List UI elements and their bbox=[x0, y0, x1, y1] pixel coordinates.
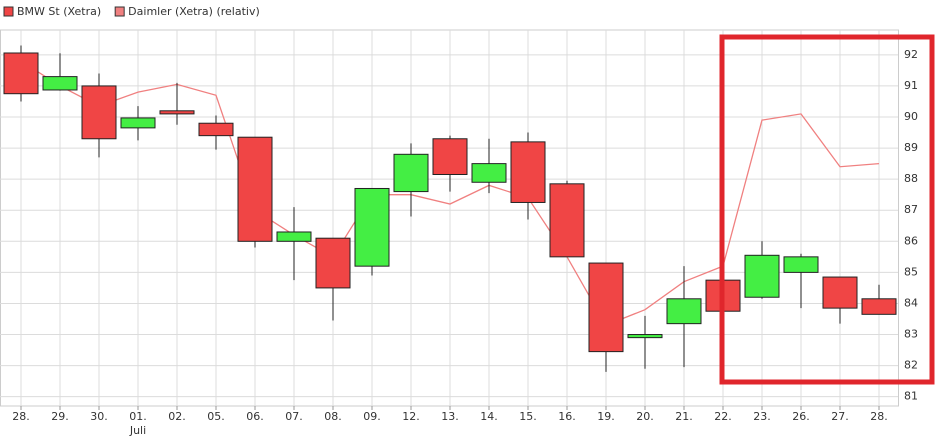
candle-body bbox=[237, 136, 273, 242]
x-tick-label: 22. bbox=[714, 410, 732, 423]
candle-body bbox=[861, 298, 897, 315]
x-tick-label: 23. bbox=[753, 410, 771, 423]
candle-body bbox=[120, 117, 156, 129]
x-tick-label: 05. bbox=[207, 410, 225, 423]
x-tick-label: 08. bbox=[324, 410, 342, 423]
candle-body bbox=[471, 163, 507, 183]
y-tick-label: 84 bbox=[904, 296, 918, 309]
y-tick-label: 91 bbox=[904, 79, 918, 92]
candle-body bbox=[627, 334, 663, 339]
x-tick-label: 16. bbox=[558, 410, 576, 423]
x-tick-label: 26. bbox=[792, 410, 810, 423]
x-tick-label: 29. bbox=[51, 410, 69, 423]
x-tick-label: 28. bbox=[870, 410, 888, 423]
x-sublabel: Juli bbox=[129, 424, 146, 437]
x-tick-label: 30. bbox=[90, 410, 108, 423]
y-tick-label: 89 bbox=[904, 141, 918, 154]
candle-body bbox=[315, 237, 351, 289]
y-tick-label: 86 bbox=[904, 234, 918, 247]
x-tick-label: 14. bbox=[480, 410, 498, 423]
x-tick-label: 19. bbox=[597, 410, 615, 423]
legend-swatch bbox=[114, 6, 125, 17]
legend-swatch bbox=[3, 6, 14, 17]
x-tick-label: 20. bbox=[636, 410, 654, 423]
candle-body bbox=[198, 122, 234, 137]
x-tick-label: 02. bbox=[168, 410, 186, 423]
x-tick-label: 15. bbox=[519, 410, 537, 423]
x-tick-label: 12. bbox=[402, 410, 420, 423]
legend-label: BMW St (Xetra) bbox=[17, 5, 101, 18]
y-tick-label: 87 bbox=[904, 203, 918, 216]
candle-body bbox=[354, 187, 390, 267]
candle-body bbox=[549, 183, 585, 258]
x-tick-label: 28. bbox=[12, 410, 30, 423]
line-series bbox=[20, 60, 880, 327]
y-tick-label: 81 bbox=[904, 390, 918, 403]
candle-body bbox=[42, 76, 78, 91]
legend-label: Daimler (Xetra) (relativ) bbox=[128, 5, 260, 18]
candle-body bbox=[510, 141, 546, 203]
x-tick-label: 07. bbox=[285, 410, 303, 423]
candle-body bbox=[666, 298, 702, 325]
x-tick-label: 27. bbox=[831, 410, 849, 423]
highlight-box bbox=[719, 34, 935, 385]
x-tick-label: 06. bbox=[246, 410, 264, 423]
x-tick-label: 09. bbox=[363, 410, 381, 423]
candle-body bbox=[783, 256, 819, 273]
y-tick-label: 85 bbox=[904, 265, 918, 278]
candle-body bbox=[744, 254, 780, 298]
y-tick-label: 90 bbox=[904, 110, 918, 123]
candle-body bbox=[393, 153, 429, 193]
y-tick-label: 83 bbox=[904, 328, 918, 341]
y-tick-label: 88 bbox=[904, 172, 918, 185]
y-tick-label: 92 bbox=[904, 48, 918, 61]
candle-body bbox=[81, 85, 117, 140]
candle-body bbox=[159, 110, 195, 115]
x-tick-label: 01. bbox=[129, 410, 147, 423]
candle-body bbox=[588, 262, 624, 353]
x-tick-label: 13. bbox=[441, 410, 459, 423]
candle-body bbox=[276, 231, 312, 242]
candle-body bbox=[3, 52, 39, 95]
candle-body bbox=[432, 138, 468, 175]
x-tick-label: 21. bbox=[675, 410, 693, 423]
candle-body bbox=[822, 276, 858, 309]
y-tick-label: 82 bbox=[904, 359, 918, 372]
